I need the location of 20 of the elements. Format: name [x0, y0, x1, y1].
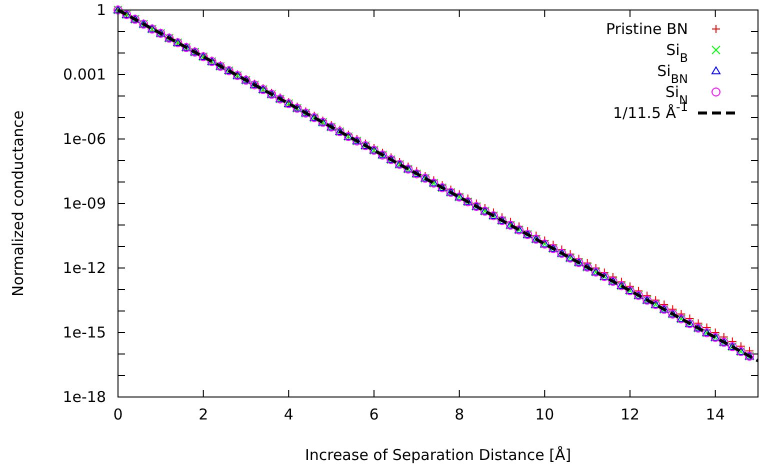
x-tick-label: 0 [113, 406, 123, 424]
x-tick-label: 2 [198, 406, 208, 424]
y-tick-label: 1e-06 [62, 130, 106, 148]
y-tick-label: 1e-12 [62, 258, 106, 277]
y-tick-label: 1e-18 [62, 388, 106, 406]
y-axis-title: Normalized conductance [9, 110, 27, 297]
y-tick-label: 1e-09 [62, 194, 106, 212]
y-tick-label: 0.001 [63, 65, 106, 84]
x-axis-title: Increase of Separation Distance [Å] [304, 446, 572, 464]
x-tick-label: 10 [535, 406, 554, 424]
y-tick-label: 1e-15 [62, 323, 106, 342]
y-tick-label: 1 [96, 0, 106, 19]
x-tick-label: 12 [620, 406, 640, 424]
legend-label: Si$_{BN}$ [657, 62, 688, 86]
x-tick-label: 8 [454, 406, 464, 424]
x-tick-label: 6 [369, 406, 379, 424]
x-tick-label: 4 [284, 406, 294, 424]
legend-label: Si$_{B}$ [666, 41, 688, 65]
x-tick-label: 14 [706, 406, 725, 424]
legend-label: Pristine BN [606, 20, 688, 38]
